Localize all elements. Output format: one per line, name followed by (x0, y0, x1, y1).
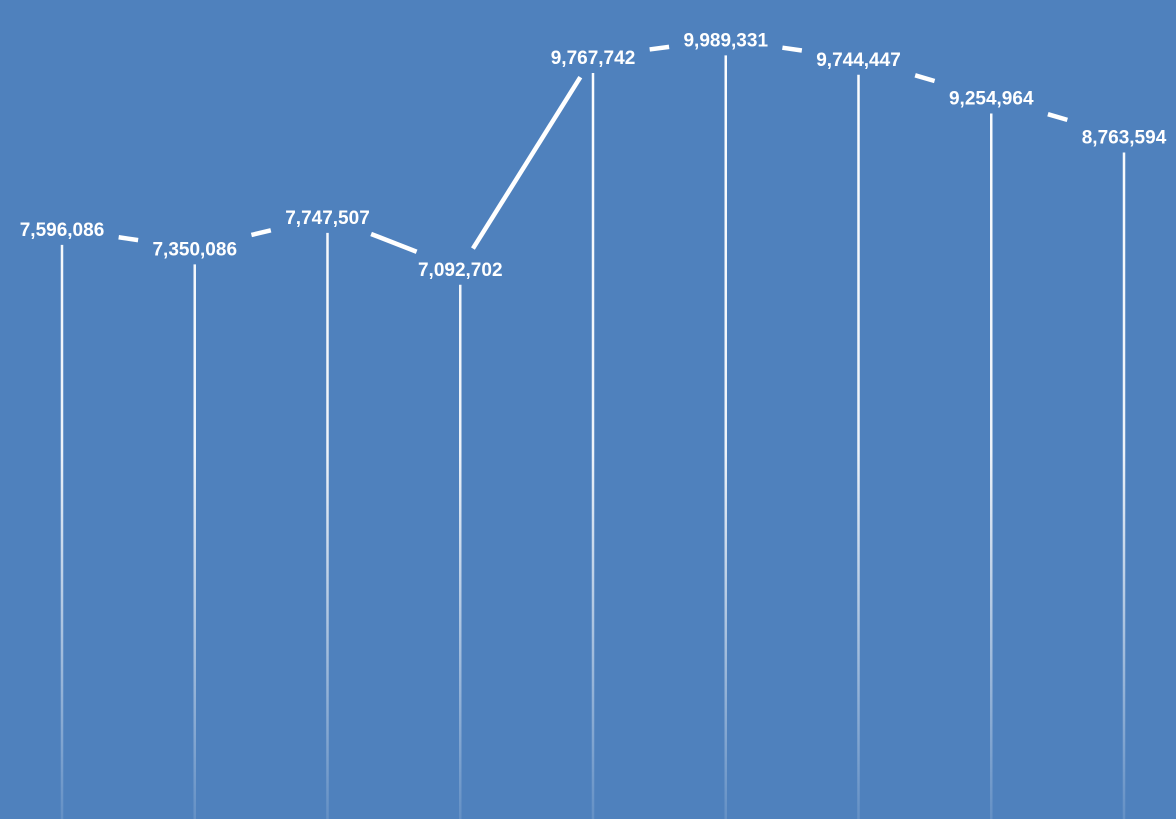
data-label: 8,763,594 (1082, 127, 1167, 148)
data-label: 9,767,742 (551, 48, 636, 69)
series-line-segment (782, 45, 803, 53)
series-line-segment (914, 73, 936, 84)
data-label: 9,254,964 (949, 89, 1034, 110)
series-line-segment (1047, 112, 1068, 123)
series-line-segment (250, 228, 272, 238)
series-line-segment (370, 231, 418, 254)
data-label: 9,989,331 (683, 30, 768, 51)
data-labels: 7,596,086 7,350,086 7,747,507 7,092,702 9,76… (20, 30, 1167, 280)
data-label: 7,747,507 (285, 208, 370, 229)
series-line-segment (118, 235, 139, 243)
drop-lines (60, 55, 1126, 819)
series-line (118, 44, 1068, 254)
data-label: 7,350,086 (152, 239, 237, 260)
data-label: 9,744,447 (816, 50, 901, 71)
data-label: 7,596,086 (20, 220, 105, 241)
series-line-segment (649, 44, 670, 52)
data-label: 7,092,702 (418, 260, 503, 281)
series-line-segment (471, 75, 583, 250)
